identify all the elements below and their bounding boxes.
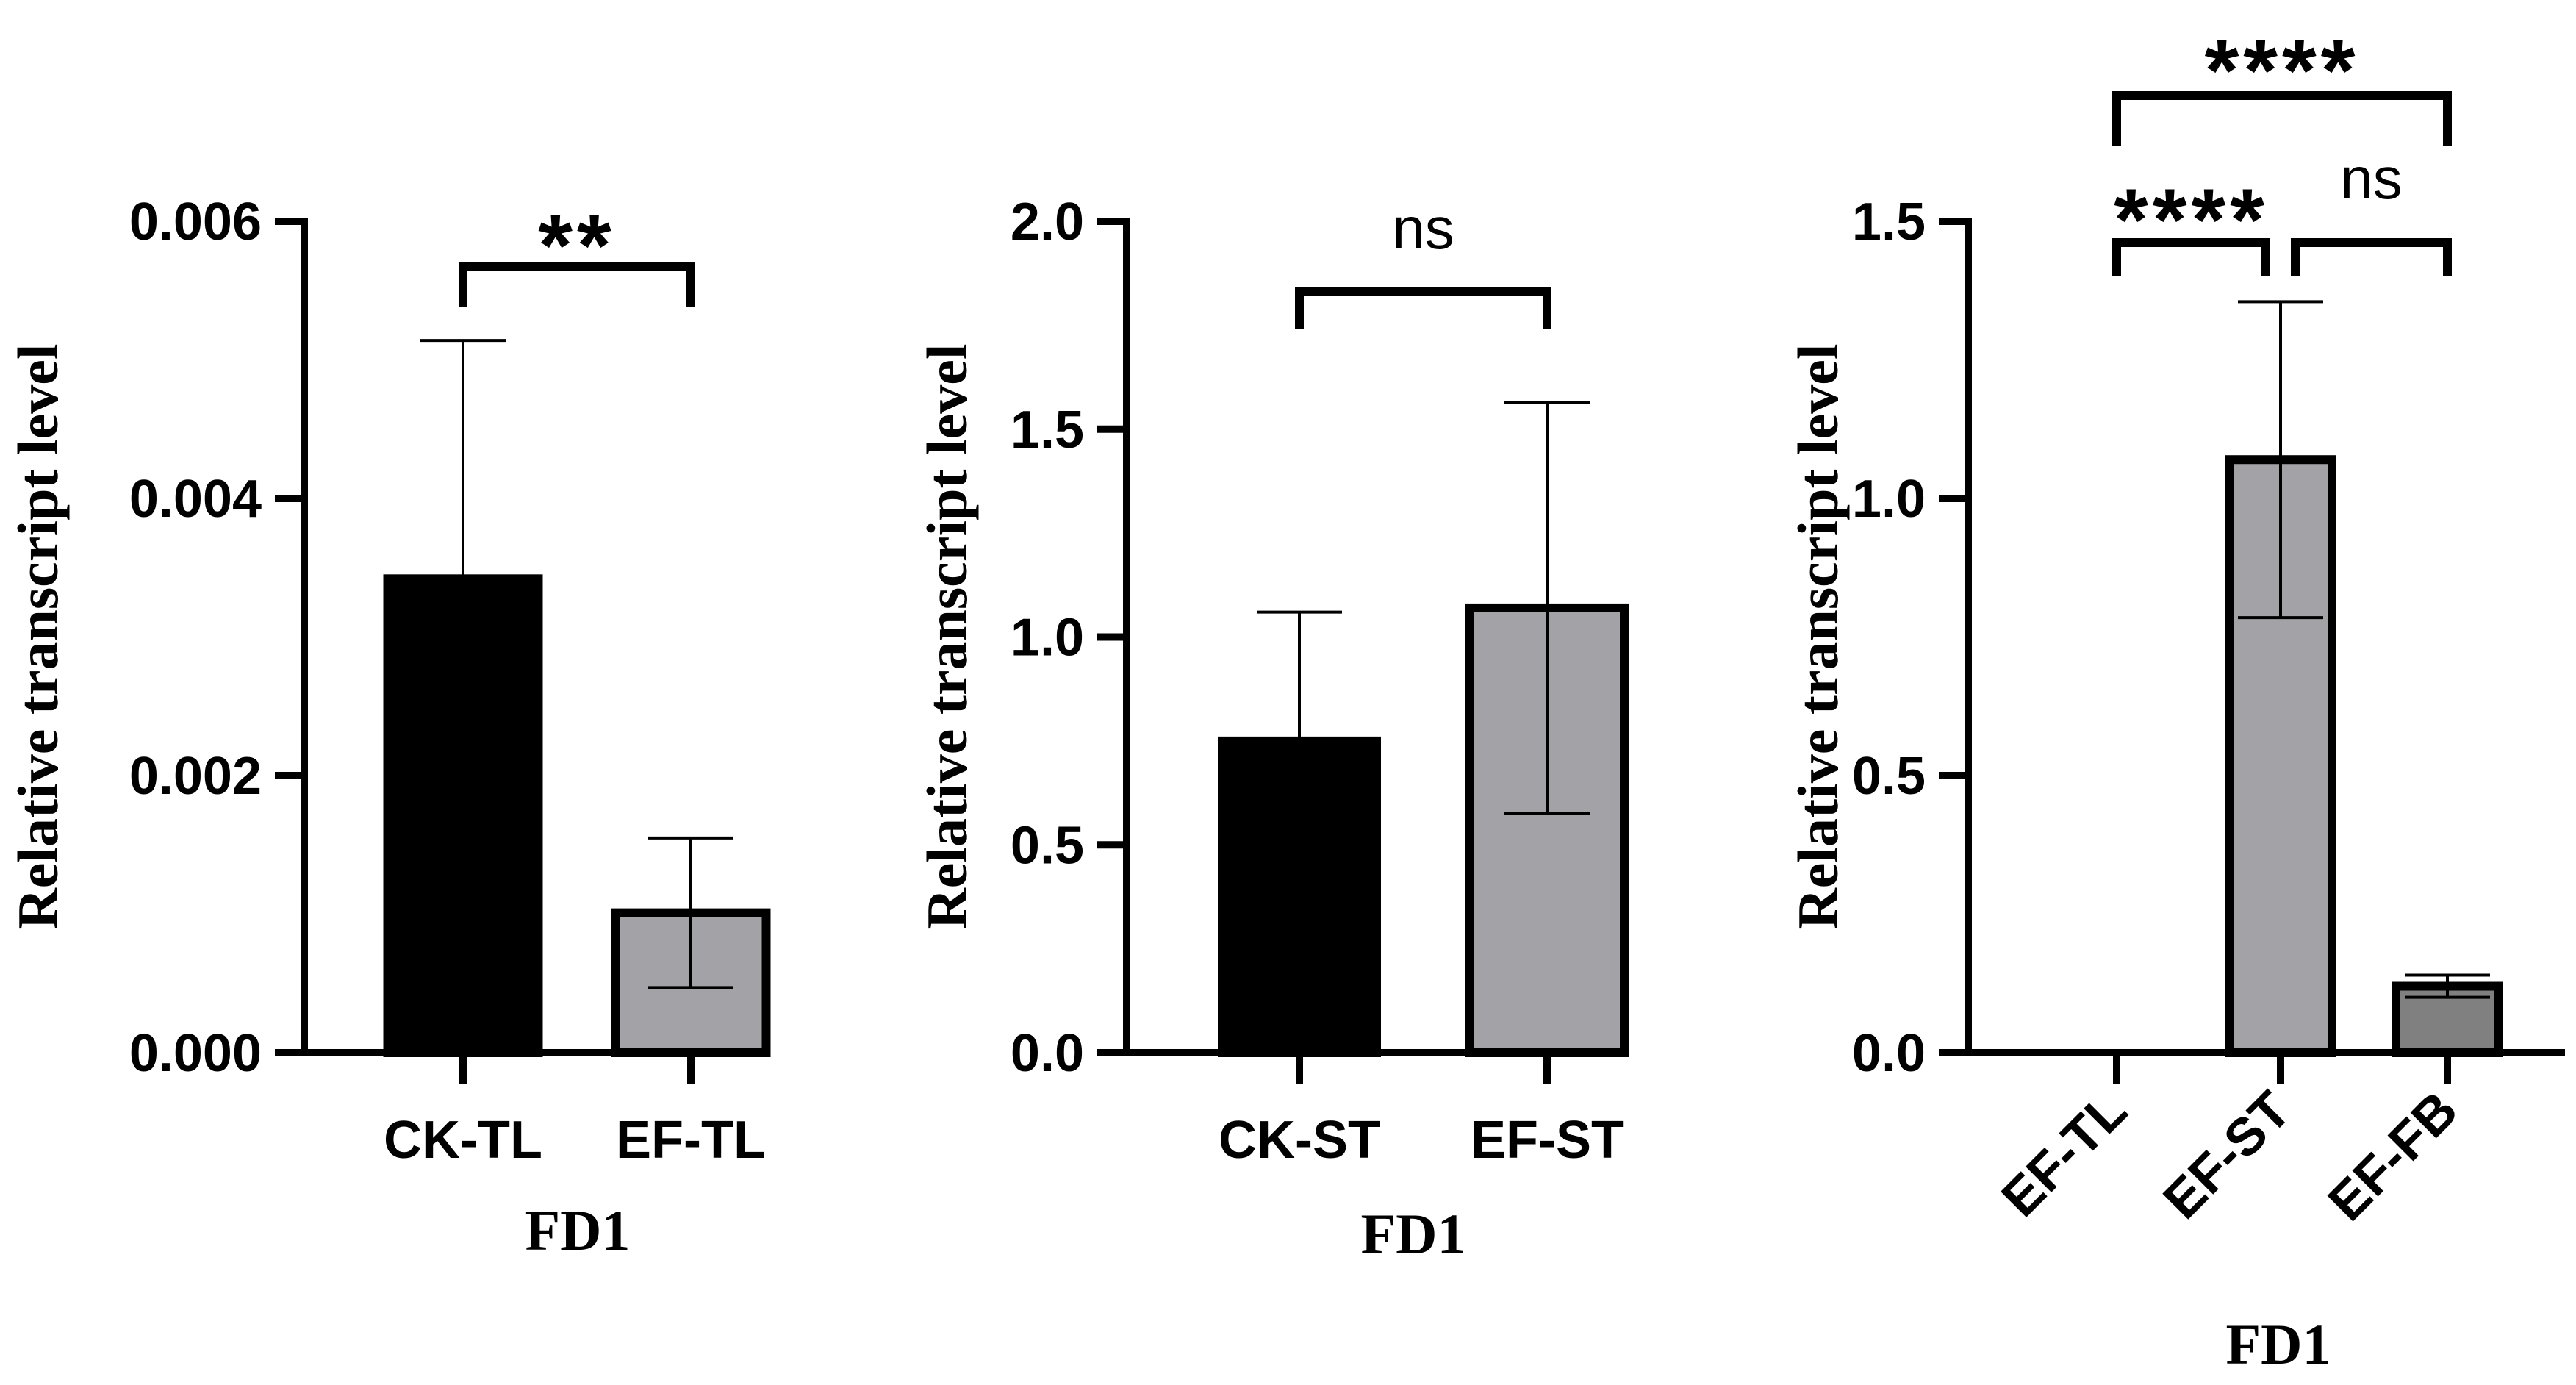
y-tick-label: 0.000 xyxy=(129,1024,262,1083)
y-axis-title: Relative transcript level xyxy=(1786,343,1850,929)
y-tick-label: 1.5 xyxy=(1011,401,1084,459)
x-tick-label: CK-TL xyxy=(384,1111,542,1170)
y-axis-title: Relative transcript level xyxy=(6,343,70,929)
panel-1-fd1-tl: 0.000 0.002 0.004 0.006 CK-TL EF-TL Relative t… xyxy=(6,193,771,1262)
significance-label: **** xyxy=(2205,21,2360,120)
x-tick-label: EF-FB xyxy=(2317,1081,2469,1232)
significance-label: ns xyxy=(1392,196,1454,261)
y-tick-label: 2.0 xyxy=(1011,193,1084,251)
panel-2-fd1-st: 0.0 0.5 1.0 1.5 2.0 CK-ST EF-ST Relative transc… xyxy=(915,193,1629,1266)
y-tick-label: 0.004 xyxy=(129,470,262,529)
x-axis-title: FD1 xyxy=(525,1198,631,1262)
x-axis-title: FD1 xyxy=(2226,1312,2331,1376)
y-tick-label: 0.0 xyxy=(1011,1024,1084,1083)
significance-bracket xyxy=(2291,238,2452,276)
y-tick-label: 0.5 xyxy=(1011,816,1084,875)
panel-3-fd1-ef: 0.0 0.5 1.0 1.5 EF-TL EF-ST EF-FB Relative tran… xyxy=(1786,21,2565,1376)
significance-label: ** xyxy=(538,196,615,295)
significance-bracket xyxy=(1295,287,1551,329)
x-tick-label: EF-ST xyxy=(1471,1111,1624,1170)
y-tick-label: 1.5 xyxy=(1852,193,1926,251)
y-tick-label: 0.5 xyxy=(1852,747,1926,806)
y-axis-title: Relative transcript level xyxy=(915,343,979,929)
x-tick-label: EF-TL xyxy=(1991,1081,2139,1228)
y-tick-label: 0.0 xyxy=(1852,1024,1926,1083)
significance-label: **** xyxy=(2114,171,2269,269)
x-tick-label: EF-TL xyxy=(616,1111,766,1170)
y-tick-label: 1.0 xyxy=(1011,609,1084,668)
significance-bracket xyxy=(459,262,695,307)
y-tick-label: 1.0 xyxy=(1852,470,1926,529)
x-tick-label: CK-ST xyxy=(1219,1111,1380,1170)
x-axis-title: FD1 xyxy=(1361,1202,1466,1266)
significance-bracket xyxy=(2112,238,2270,276)
x-tick-label: EF-ST xyxy=(2153,1081,2303,1231)
y-tick-label: 0.006 xyxy=(129,193,262,251)
significance-label: ns xyxy=(2340,146,2403,211)
y-tick-label: 0.002 xyxy=(129,747,262,806)
significance-bracket xyxy=(2112,91,2452,146)
